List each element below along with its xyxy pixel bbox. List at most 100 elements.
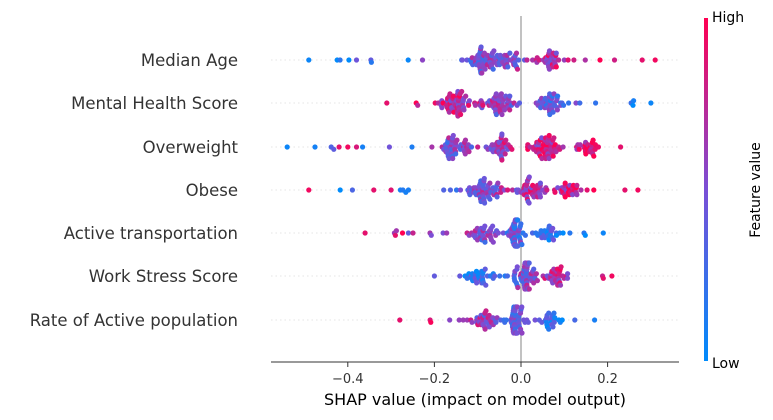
shap-point bbox=[393, 228, 399, 234]
shap-point bbox=[483, 308, 489, 314]
shap-point bbox=[591, 187, 597, 193]
shap-point bbox=[331, 146, 337, 152]
shap-point bbox=[457, 187, 464, 193]
colorbar-title: Feature value bbox=[748, 142, 764, 238]
shap-point bbox=[453, 187, 460, 193]
shap-point bbox=[453, 151, 459, 157]
shap-point bbox=[482, 200, 488, 206]
shap-point bbox=[550, 225, 556, 231]
shap-point bbox=[583, 151, 589, 157]
shap-point bbox=[534, 278, 541, 284]
shap-point bbox=[550, 237, 557, 243]
shap-point bbox=[336, 144, 342, 150]
x-axis-ticks: −0.4 −0.2 0.0 0.2 bbox=[332, 362, 618, 387]
shap-point bbox=[306, 187, 312, 193]
shap-point bbox=[493, 111, 499, 118]
shap-point bbox=[415, 102, 421, 108]
shap-point bbox=[514, 66, 521, 72]
shap-point bbox=[497, 273, 503, 279]
shap-point bbox=[574, 192, 580, 198]
shap-point bbox=[466, 102, 472, 108]
shap-point bbox=[362, 230, 368, 236]
shap-point bbox=[559, 317, 565, 323]
shap-point bbox=[573, 100, 579, 106]
shap-point bbox=[475, 144, 481, 150]
shap-point bbox=[463, 93, 469, 99]
shap-point bbox=[550, 324, 556, 330]
shap-point bbox=[577, 100, 583, 106]
shap-point bbox=[392, 232, 398, 238]
shap-point bbox=[405, 187, 411, 193]
shap-point bbox=[469, 319, 475, 325]
feature-label: Median Age bbox=[141, 51, 238, 70]
shap-point bbox=[494, 194, 500, 200]
shap-point bbox=[556, 57, 562, 63]
shap-point bbox=[499, 157, 505, 163]
shap-point bbox=[337, 187, 343, 193]
shap-point bbox=[592, 317, 598, 323]
shap-point bbox=[515, 57, 522, 63]
shap-point bbox=[454, 137, 460, 143]
shap-point bbox=[551, 135, 557, 141]
shap-point bbox=[531, 266, 537, 272]
shap-point bbox=[565, 271, 571, 277]
shap-point bbox=[466, 149, 472, 155]
colorbar-low-label: Low bbox=[712, 356, 740, 372]
shap-point bbox=[492, 273, 498, 279]
shap-point bbox=[428, 232, 434, 238]
shap-point bbox=[558, 264, 564, 270]
shap-point bbox=[405, 57, 411, 63]
shap-point bbox=[409, 144, 415, 150]
shap-point bbox=[499, 111, 505, 118]
shap-point bbox=[537, 194, 544, 200]
shap-point bbox=[495, 180, 501, 186]
shap-point bbox=[546, 132, 552, 139]
shap-point bbox=[584, 187, 590, 193]
shap-point bbox=[562, 194, 568, 200]
shap-point bbox=[503, 137, 509, 143]
shap-point bbox=[450, 155, 456, 162]
shap-point bbox=[507, 50, 513, 56]
shap-point bbox=[439, 105, 445, 111]
shap-point bbox=[482, 239, 488, 245]
shap-point bbox=[450, 93, 457, 99]
shap-point bbox=[345, 144, 351, 150]
shap-point bbox=[560, 230, 566, 236]
shap-point bbox=[368, 59, 374, 65]
shap-point bbox=[536, 57, 542, 63]
shap-point bbox=[388, 187, 394, 193]
shap-point bbox=[456, 317, 462, 323]
shap-point bbox=[591, 153, 597, 159]
shap-point bbox=[490, 66, 496, 72]
shap-point bbox=[618, 144, 624, 150]
shap-point bbox=[481, 175, 487, 182]
shap-point bbox=[519, 241, 525, 248]
shap-point bbox=[518, 221, 524, 227]
shap-point bbox=[397, 317, 403, 323]
shap-point bbox=[516, 100, 523, 106]
shap-point bbox=[648, 100, 654, 106]
shap-point bbox=[553, 64, 559, 70]
shap-point bbox=[468, 144, 475, 150]
shap-points bbox=[284, 44, 658, 336]
shap-point bbox=[552, 315, 558, 321]
shap-point bbox=[546, 155, 552, 162]
shap-point bbox=[526, 286, 532, 292]
shap-point bbox=[609, 273, 615, 279]
shap-point bbox=[444, 230, 450, 236]
shap-point bbox=[571, 57, 577, 63]
shap-point bbox=[464, 275, 470, 281]
shap-point bbox=[582, 57, 588, 63]
shap-point bbox=[353, 57, 360, 63]
shap-point bbox=[337, 57, 343, 63]
shap-point bbox=[525, 319, 531, 325]
shap-point bbox=[595, 144, 602, 150]
shap-point bbox=[519, 330, 525, 336]
shap-point bbox=[410, 230, 416, 236]
shap-point bbox=[578, 187, 584, 193]
shap-point bbox=[574, 182, 580, 188]
shap-point bbox=[491, 48, 497, 54]
shap-point bbox=[561, 57, 567, 63]
shap-point bbox=[466, 98, 472, 104]
shap-point bbox=[505, 64, 511, 70]
